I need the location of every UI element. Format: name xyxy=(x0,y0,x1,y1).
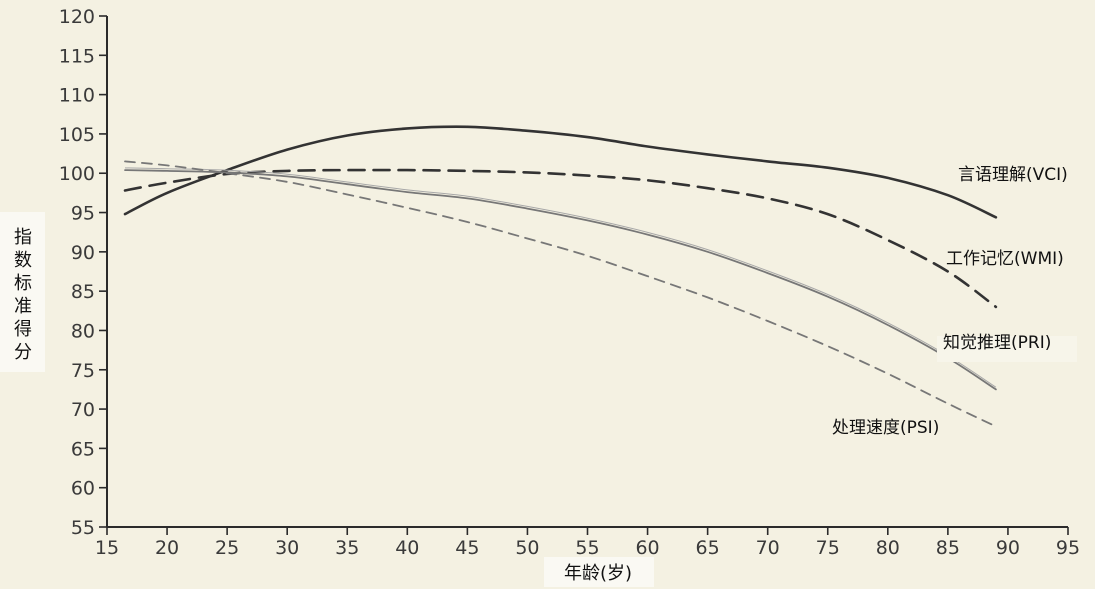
y-tick-label: 120 xyxy=(59,6,95,28)
series-lines xyxy=(123,125,998,428)
x-tick-label: 45 xyxy=(455,537,479,559)
x-tick-label: 50 xyxy=(515,537,539,559)
series-labels: 言语理解(VCI) 工作记忆(WMI) 知觉推理(PRI) 处理速度(PSI) xyxy=(832,165,1077,438)
x-tick-label: 95 xyxy=(1056,537,1080,559)
x-tick-label: 90 xyxy=(996,537,1020,559)
y-tick-label: 90 xyxy=(71,242,95,264)
psi-line xyxy=(124,160,997,428)
y-tick-label: 80 xyxy=(71,320,95,342)
y-tick-label: 70 xyxy=(71,399,95,421)
x-tick-label: 60 xyxy=(635,537,659,559)
pri-line xyxy=(124,169,997,391)
y-axis-title: 指数标准得分 xyxy=(14,227,32,363)
x-axis-title-bg xyxy=(544,557,654,587)
x-tick-label: 80 xyxy=(876,537,900,559)
y-tick-label: 100 xyxy=(59,163,95,185)
y-tick-label: 65 xyxy=(71,438,95,460)
vci-line xyxy=(123,125,998,219)
tick-labels: 55 60 65 70 75 80 85 90 95 100 105 110 115 120 15 20 25 3… xyxy=(59,6,1080,559)
label-wmi: 工作记忆(WMI) xyxy=(946,249,1064,269)
x-tick-label: 75 xyxy=(816,537,840,559)
y-tick-label: 60 xyxy=(71,478,95,500)
y-tick-label: 110 xyxy=(59,85,95,107)
x-tick-label: 65 xyxy=(696,537,720,559)
x-tick-label: 25 xyxy=(215,537,239,559)
pri-line-highlight xyxy=(124,167,997,388)
x-tick-label: 15 xyxy=(95,537,119,559)
y-tick-label: 55 xyxy=(71,517,95,539)
x-tick-label: 55 xyxy=(575,537,599,559)
tick-marks xyxy=(99,15,1069,535)
x-tick-label: 20 xyxy=(155,537,179,559)
y-tick-label: 115 xyxy=(59,45,95,67)
x-tick-label: 30 xyxy=(275,537,299,559)
label-pri: 知觉推理(PRI) xyxy=(943,333,1051,353)
label-pri-bg xyxy=(937,336,1077,362)
y-tick-label: 95 xyxy=(71,203,95,225)
y-axis-title-bg xyxy=(0,212,45,372)
x-tick-label: 70 xyxy=(756,537,780,559)
label-vci: 言语理解(VCI) xyxy=(958,165,1068,185)
y-tick-label: 105 xyxy=(59,124,95,146)
x-tick-label: 40 xyxy=(395,537,419,559)
x-tick-label: 35 xyxy=(335,537,359,559)
y-tick-label: 85 xyxy=(71,281,95,303)
x-axis-title: 年龄(岁) xyxy=(564,563,632,584)
label-psi: 处理速度(PSI) xyxy=(832,418,939,438)
y-tick-label: 75 xyxy=(71,360,95,382)
x-tick-label: 85 xyxy=(936,537,960,559)
